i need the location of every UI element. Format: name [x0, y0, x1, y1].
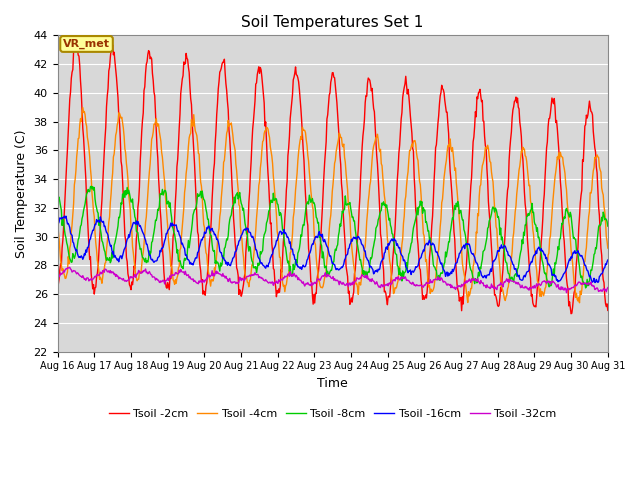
Tsoil -32cm — [63, 265, 71, 271]
Tsoil -2cm — [177, 90, 184, 96]
Tsoil -4cm — [177, 245, 184, 251]
Tsoil -32cm — [417, 282, 424, 288]
Tsoil -16cm — [54, 223, 61, 229]
Tsoil -32cm — [563, 290, 570, 296]
Tsoil -32cm — [206, 274, 214, 280]
Tsoil -8cm — [121, 194, 129, 200]
Y-axis label: Soil Temperature (C): Soil Temperature (C) — [15, 129, 28, 258]
Tsoil -2cm — [72, 34, 80, 39]
Tsoil -4cm — [63, 269, 71, 275]
Text: VR_met: VR_met — [63, 39, 110, 49]
Tsoil -4cm — [401, 213, 408, 219]
Tsoil -8cm — [604, 223, 612, 229]
Tsoil -32cm — [121, 278, 129, 284]
Tsoil -8cm — [88, 183, 95, 189]
Tsoil -8cm — [177, 261, 184, 267]
Line: Tsoil -2cm: Tsoil -2cm — [58, 36, 608, 314]
Tsoil -32cm — [66, 264, 74, 270]
Tsoil -8cm — [54, 190, 61, 195]
Tsoil -2cm — [121, 232, 129, 238]
Tsoil -2cm — [63, 146, 71, 152]
Tsoil -2cm — [401, 84, 408, 90]
Tsoil -16cm — [206, 226, 214, 232]
Tsoil -8cm — [417, 198, 424, 204]
Tsoil -16cm — [604, 257, 612, 263]
Line: Tsoil -32cm: Tsoil -32cm — [58, 267, 608, 293]
Tsoil -16cm — [177, 236, 184, 242]
Tsoil -8cm — [582, 285, 589, 291]
Tsoil -16cm — [121, 245, 129, 251]
Tsoil -8cm — [63, 243, 71, 249]
Tsoil -2cm — [604, 308, 612, 313]
Tsoil -4cm — [206, 277, 214, 283]
Tsoil -8cm — [401, 270, 408, 276]
Tsoil -32cm — [54, 275, 61, 280]
Tsoil -2cm — [54, 277, 61, 283]
Tsoil -8cm — [206, 230, 214, 236]
Tsoil -4cm — [575, 300, 583, 306]
Line: Tsoil -16cm: Tsoil -16cm — [58, 216, 608, 282]
Tsoil -32cm — [604, 285, 612, 290]
Tsoil -16cm — [62, 213, 70, 219]
Tsoil -2cm — [417, 266, 424, 272]
Tsoil -16cm — [401, 257, 408, 263]
Tsoil -4cm — [417, 182, 424, 188]
Tsoil -32cm — [401, 276, 408, 281]
Title: Soil Temperatures Set 1: Soil Temperatures Set 1 — [241, 15, 424, 30]
Tsoil -4cm — [604, 245, 612, 251]
Tsoil -4cm — [121, 146, 129, 152]
Tsoil -2cm — [567, 311, 575, 317]
Tsoil -4cm — [54, 217, 61, 223]
Tsoil -4cm — [79, 105, 86, 110]
Tsoil -16cm — [65, 220, 72, 226]
Legend: Tsoil -2cm, Tsoil -4cm, Tsoil -8cm, Tsoil -16cm, Tsoil -32cm: Tsoil -2cm, Tsoil -4cm, Tsoil -8cm, Tsoi… — [104, 405, 561, 423]
Tsoil -2cm — [206, 236, 214, 242]
Line: Tsoil -8cm: Tsoil -8cm — [58, 186, 608, 288]
Tsoil -16cm — [417, 255, 424, 261]
Tsoil -32cm — [177, 266, 184, 272]
X-axis label: Time: Time — [317, 377, 348, 390]
Line: Tsoil -4cm: Tsoil -4cm — [58, 108, 608, 303]
Tsoil -16cm — [591, 279, 598, 285]
